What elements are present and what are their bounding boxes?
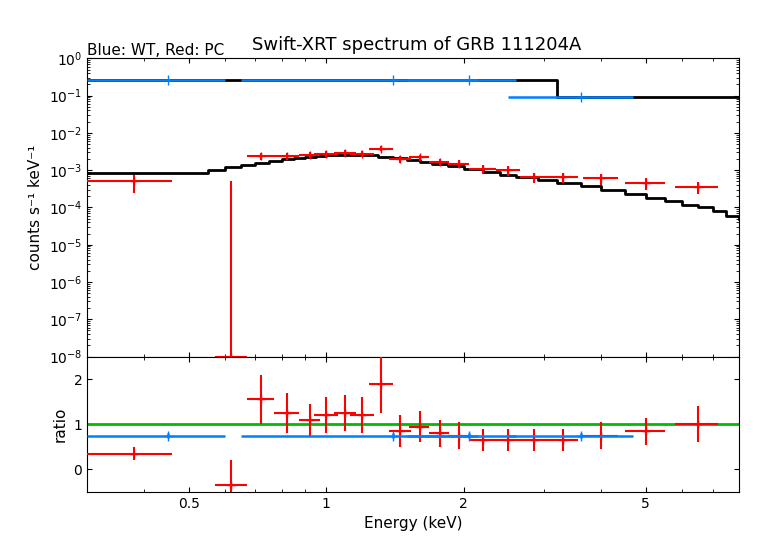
Text: Swift-XRT spectrum of GRB 111204A: Swift-XRT spectrum of GRB 111204A (252, 36, 581, 54)
Y-axis label: counts s⁻¹ keV⁻¹: counts s⁻¹ keV⁻¹ (28, 145, 43, 270)
Y-axis label: ratio: ratio (53, 406, 68, 442)
X-axis label: Energy (keV): Energy (keV) (364, 517, 462, 532)
Text: Blue: WT, Red: PC: Blue: WT, Red: PC (87, 43, 224, 58)
